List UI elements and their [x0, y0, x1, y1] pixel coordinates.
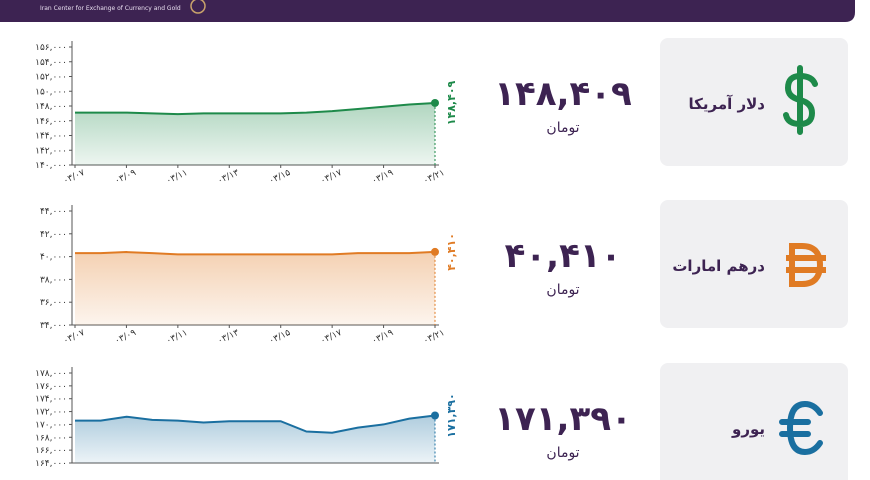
unit: تومان [546, 282, 579, 298]
y-tick-label: ۱۷۸,۰۰۰ [35, 369, 67, 379]
x-tick-label: ۰۳/۱۳ [216, 168, 241, 187]
y-tick-label: ۴۴,۰۰۰ [40, 207, 67, 217]
y-tick-label: ۳۸,۰۰۰ [40, 275, 67, 285]
value-label: ۱۷۱,۳۹۰ [445, 393, 458, 437]
y-tick-label: ۴۲,۰۰۰ [40, 230, 67, 240]
x-tick-label: ۰۳/۲۱ [422, 168, 447, 187]
header-subtitle: Iran Center for Exchange of Currency and… [40, 5, 181, 12]
y-tick-label: ۱۶۶,۰۰۰ [35, 446, 67, 456]
marker [431, 411, 439, 420]
x-tick-label: ۰۳/۱۱ [165, 168, 190, 187]
y-tick-label: ۱۷۰,۰۰۰ [35, 420, 67, 430]
unit: تومان [546, 445, 579, 461]
y-tick-label: ۱۵۲,۰۰۰ [35, 73, 67, 83]
area [75, 415, 435, 463]
line [75, 250, 436, 256]
x-tick-label: ۰۳/۰۹ [113, 168, 138, 187]
currency-name: درهم امارات [672, 257, 765, 275]
line [75, 414, 436, 434]
x-tick-label: ۰۳/۱۳ [216, 328, 241, 347]
euro-icon [779, 400, 823, 456]
dirham-icon [786, 243, 826, 287]
x-tick-label: ۰۳/۲۱ [422, 328, 447, 347]
area [75, 102, 435, 165]
x-tick-label: ۰۳/۱۹ [370, 328, 395, 347]
price: ۱۷۱,۳۹۰ [494, 399, 631, 439]
area [75, 251, 435, 325]
y-tick-label: ۱۵۰,۰۰۰ [35, 87, 67, 97]
marker [431, 247, 439, 256]
marker [431, 98, 439, 107]
y-tick-label: ۱۵۶,۰۰۰ [35, 43, 67, 53]
price: ۱۴۸,۴۰۹ [494, 74, 632, 114]
x-tick-label: ۰۳/۱۹ [370, 168, 395, 187]
dollar-icon [783, 65, 818, 135]
y-tick-label: ۱۶۸,۰۰۰ [35, 433, 67, 443]
y-tick-label: ۱۴۴,۰۰۰ [35, 132, 67, 142]
x-tick-label: ۰۳/۱۷ [319, 168, 344, 187]
y-tick-label: ۱۴۸,۰۰۰ [35, 102, 67, 112]
x-tick-label: ۰۳/۰۹ [113, 328, 138, 347]
y-tick-label: ۳۴,۰۰۰ [40, 321, 67, 331]
y-tick-label: ۱۶۴,۰۰۰ [35, 459, 67, 469]
y-tick-label: ۳۶,۰۰۰ [40, 298, 67, 308]
value-label: ۴۰,۴۱۰ [445, 233, 458, 271]
line [75, 101, 436, 116]
value-label: ۱۴۸,۴۰۹ [445, 80, 458, 125]
y-tick-label: ۴۰,۰۰۰ [40, 253, 67, 263]
cards [470, 38, 848, 480]
currency-name: یورو [731, 420, 765, 438]
price: ۴۰,۴۱۰ [505, 236, 622, 276]
x-tick-label: ۰۳/۱۷ [319, 328, 344, 347]
x-tick-label: ۰۳/۱۵ [268, 168, 293, 187]
y-tick-label: ۱۴۰,۰۰۰ [35, 161, 67, 171]
y-tick-label: ۱۴۶,۰۰۰ [35, 117, 67, 127]
card-label-box [660, 200, 848, 328]
y-tick-label: ۱۷۲,۰۰۰ [35, 408, 67, 418]
logo [190, 0, 206, 14]
y-tick-label: ۱۷۶,۰۰۰ [35, 382, 67, 392]
x-tick-label: ۰۳/۱۱ [165, 328, 190, 347]
currency-name: دلار آمریکا [689, 95, 766, 113]
y-tick-label: ۱۴۲,۰۰۰ [35, 146, 67, 156]
header-band [0, 0, 855, 22]
y-tick-label: ۱۵۴,۰۰۰ [35, 58, 67, 68]
unit: تومان [546, 120, 579, 136]
y-tick-label: ۱۷۴,۰۰۰ [35, 395, 67, 405]
x-tick-label: ۰۳/۱۵ [268, 328, 293, 347]
